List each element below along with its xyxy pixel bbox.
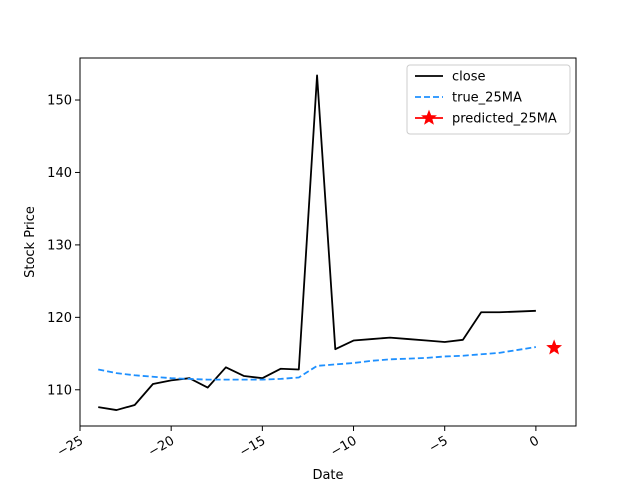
true-25ma-line [98,346,537,381]
y-tick-label-4: 150 [47,94,72,109]
legend: close true_25MA predicted_25MA [406,64,571,135]
close-line [98,74,536,411]
legend-label-2: predicted_25MA [452,112,557,127]
legend-label-0: close [452,70,485,85]
y-tick-label-1: 120 [47,311,72,326]
predicted-25ma-marker-0 [546,339,563,355]
y-axis-label: Stock Price [23,206,38,278]
legend-swatch-marker-2 [421,109,437,125]
legend-label-1: true_25MA [452,91,522,106]
legend-box [406,64,571,135]
y-tick-label-2: 130 [47,238,72,253]
plot-frame [79,57,577,427]
y-tick-label-0: 110 [47,383,72,398]
y-tick-label-3: 140 [47,166,72,181]
series-layer [98,74,563,411]
x-axis-label: Date [312,468,343,480]
